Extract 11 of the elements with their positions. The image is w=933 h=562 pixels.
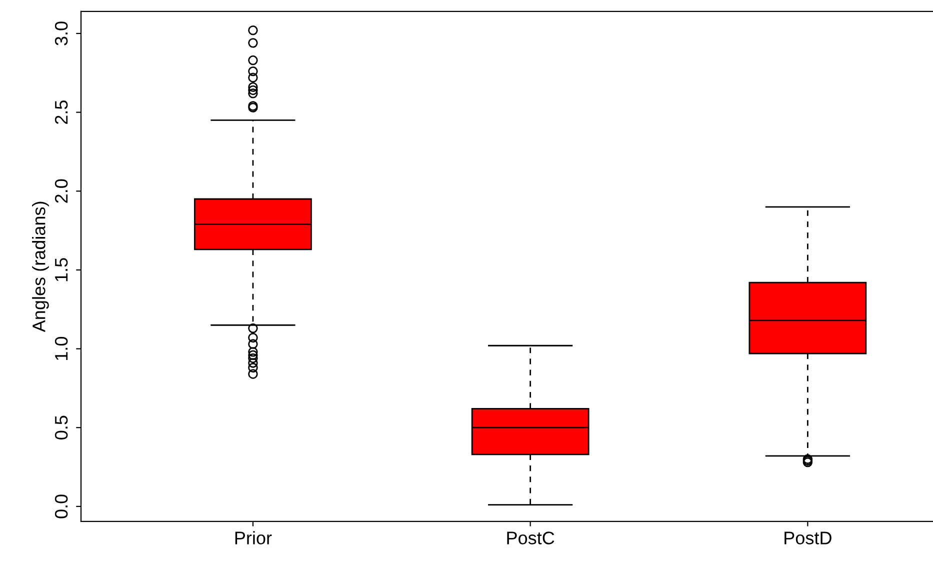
x-tick-label: PostD <box>784 532 832 544</box>
y-tick-label: 0.5 <box>54 416 68 440</box>
y-tick-label: 3.0 <box>54 22 68 46</box>
y-tick-label: 2.0 <box>54 179 68 203</box>
y-tick-label: 1.5 <box>55 258 68 282</box>
x-tick-label: Prior <box>235 531 272 544</box>
y-tick-label: 2.5 <box>54 100 68 124</box>
y-axis-title: Angles (radians) <box>32 202 49 332</box>
y-tick-label: 0.0 <box>54 494 68 518</box>
y-tick-label: 1.0 <box>54 336 68 360</box>
x-tick-label: PostC <box>507 532 554 544</box>
